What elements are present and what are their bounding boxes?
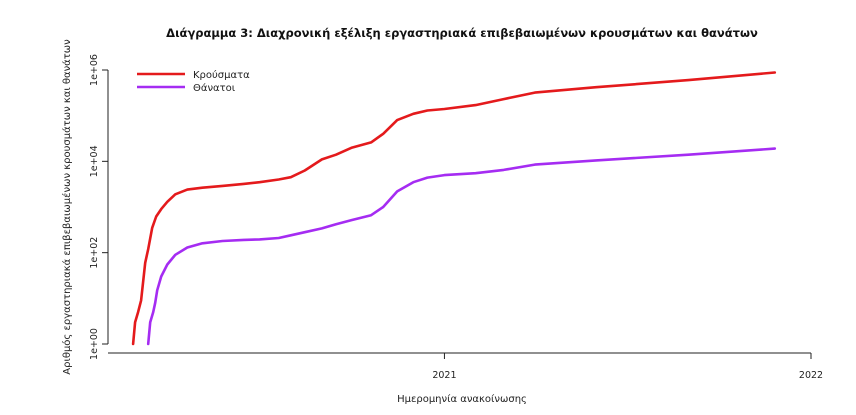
y-tick-label: 1e+06	[89, 54, 100, 86]
legend: Κρούσματα Θάνατοι	[137, 69, 250, 94]
y-tick-label: 1e+00	[89, 328, 100, 360]
axes	[107, 70, 811, 354]
y-tick-label: 1e+02	[89, 237, 100, 269]
x-axis-label: Ημερομηνία ανακοίνωσης	[397, 393, 527, 405]
x-tick-label: 2021	[432, 370, 456, 381]
series-line-cases	[131, 71, 777, 346]
x-ticks: 2021 2022	[432, 353, 823, 381]
chart-title: Διάγραμμα 3: Διαχρονική εξέλιξη εργαστηρ…	[166, 26, 758, 40]
y-ticks: 1e+00 1e+02 1e+04 1e+06	[89, 54, 108, 360]
series-line-deaths	[146, 147, 777, 346]
x-tick-label: 2022	[799, 370, 823, 381]
legend-label-deaths: Θάνατοι	[193, 82, 236, 94]
y-tick-label: 1e+04	[89, 145, 100, 177]
series-group	[131, 71, 777, 346]
legend-label-cases: Κρούσματα	[193, 69, 250, 81]
y-axis-label: Αριθμός εργαστηριακά επιβεβαιωμένων κρου…	[61, 39, 73, 375]
